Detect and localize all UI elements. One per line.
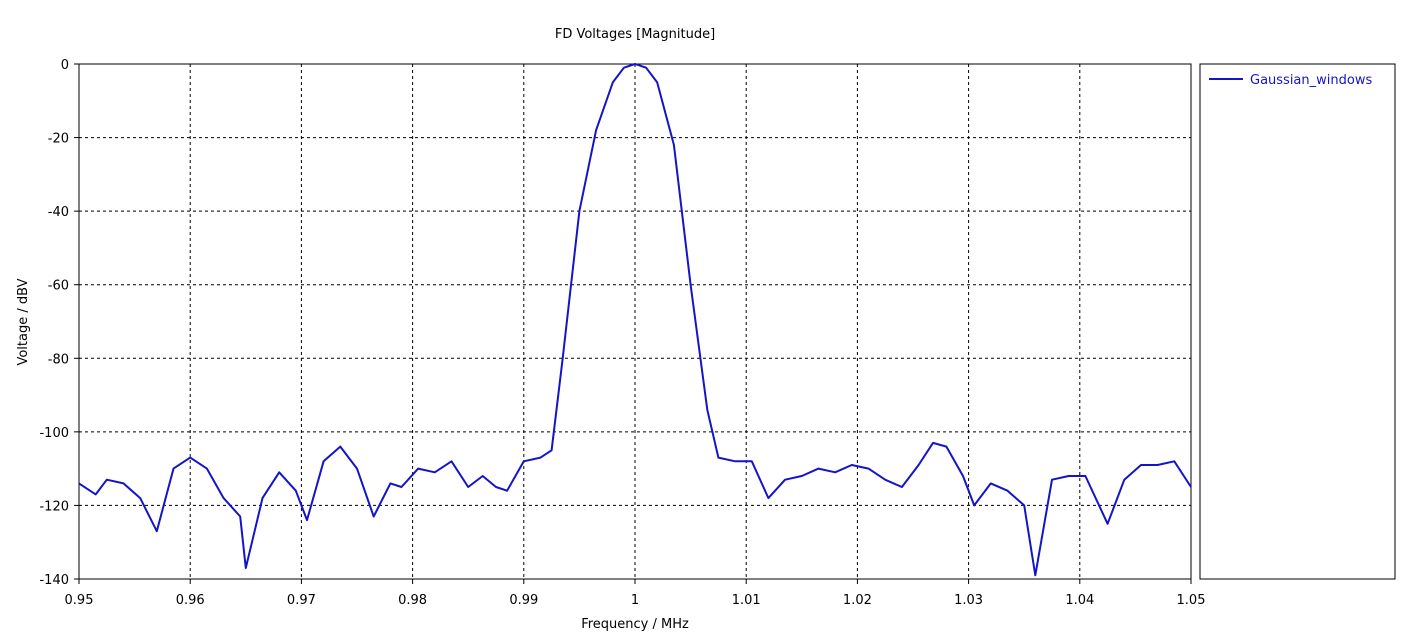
y-axis-label: Voltage / dBV (16, 278, 31, 365)
y-tick-label: -60 (48, 279, 69, 294)
y-tick-label: -140 (39, 573, 69, 588)
x-tick-label: 1.03 (954, 593, 983, 608)
x-tick-label: 0.97 (287, 593, 316, 608)
grid (79, 64, 1191, 579)
y-tick-label: 0 (61, 58, 69, 73)
plot-area-frame (78, 63, 1192, 580)
y-tick-label: -80 (48, 352, 69, 367)
legend[interactable]: Gaussian_windows (1209, 73, 1372, 88)
x-tick-label: 0.98 (398, 593, 427, 608)
x-tick-label: 1.02 (843, 593, 872, 608)
x-tick-label: 0.95 (65, 593, 94, 608)
legend-label: Gaussian_windows (1250, 73, 1372, 88)
series-line-gaussian-windows[interactable] (78, 63, 1192, 577)
x-axis-label: Frequency / MHz (581, 617, 689, 632)
x-tick-label: 0.99 (509, 593, 538, 608)
axis-ticks: 0.95 0.96 0.97 0.98 0.99 1 1.01 1.02 1.03 1.04 1.0… (39, 58, 1205, 608)
series-layer (78, 63, 1192, 577)
legend-frame (1199, 63, 1396, 580)
x-tick-label: 1 (631, 593, 639, 608)
y-tick-label: -20 (48, 132, 69, 147)
x-tick-label: 1.05 (1177, 593, 1206, 608)
x-tick-label: 1.01 (732, 593, 761, 608)
x-tick-label: 1.04 (1065, 593, 1094, 608)
y-tick-label: -120 (39, 499, 69, 514)
y-tick-label: -40 (48, 205, 69, 220)
y-tick-label: -100 (39, 426, 69, 441)
chart-title: FD Voltages [Magnitude] (555, 27, 715, 42)
x-tick-label: 0.96 (176, 593, 205, 608)
